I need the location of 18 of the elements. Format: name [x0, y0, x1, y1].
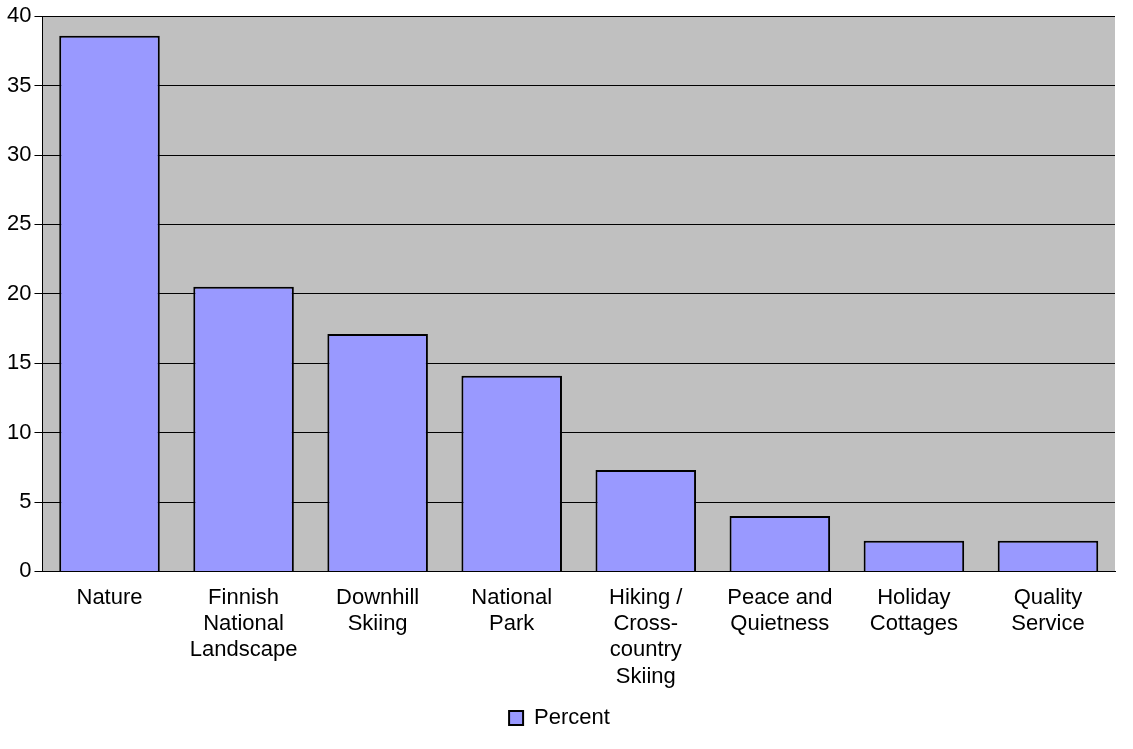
x-tick-label: Holiday Cottages — [869, 583, 958, 636]
y-tick-label: 25 — [6, 210, 32, 236]
y-tick-label: 10 — [6, 418, 32, 444]
y-tick-label: 5 — [19, 488, 32, 514]
y-tick-label: 15 — [6, 349, 32, 375]
x-tick-label: Quality Service — [1011, 583, 1085, 636]
y-tick-label: 0 — [19, 557, 32, 583]
y-tick-label: 30 — [6, 141, 32, 167]
x-tick-label: National Park — [471, 583, 553, 636]
x-tick-label: Finnish National Landscape — [189, 583, 298, 662]
legend-label: Percent — [534, 704, 610, 730]
y-tick-label: 40 — [6, 2, 32, 28]
y-tick-label: 20 — [6, 279, 32, 305]
y-tick-label: 35 — [6, 71, 32, 97]
x-tick-label: Downhill Skiing — [336, 583, 420, 636]
x-tick-label: Nature — [76, 583, 143, 609]
x-tick-label: Hiking / Cross-country Skiing — [609, 583, 684, 688]
x-tick-label: Peace and Quietness — [727, 583, 833, 636]
